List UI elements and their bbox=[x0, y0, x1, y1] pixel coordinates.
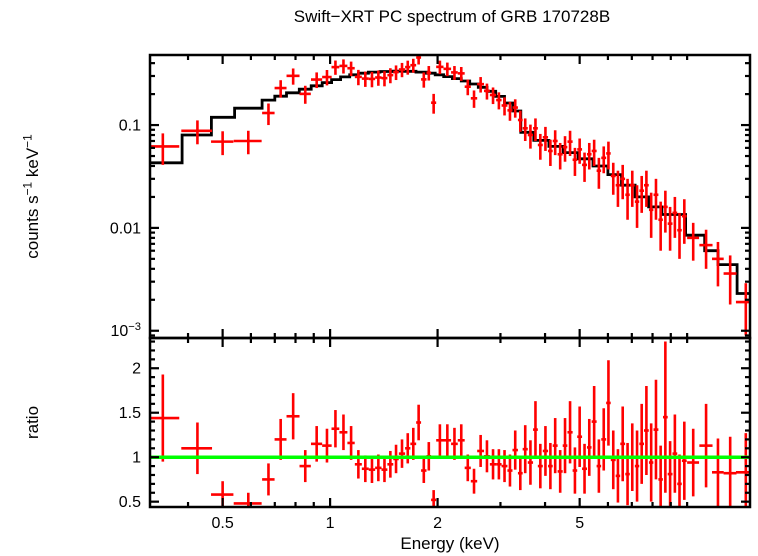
axis-ticks bbox=[150, 55, 750, 507]
x-axis-title: Energy (keV) bbox=[400, 534, 499, 553]
ratio-tick-label: 1.5 bbox=[119, 405, 141, 422]
x-tick-label: 0.5 bbox=[212, 515, 234, 532]
y-axis-title-ratio: ratio bbox=[23, 406, 42, 439]
ratio-tick-label: 0.5 bbox=[119, 494, 141, 511]
ratio-tick-label: 2 bbox=[132, 361, 141, 378]
ratio-tick-label: 1 bbox=[132, 450, 141, 467]
y-tick-label: 0.1 bbox=[119, 118, 141, 135]
x-tick-label: 1 bbox=[326, 515, 335, 532]
y-axis-title-counts: counts s−1 keV−1 bbox=[21, 134, 42, 259]
y-tick-label: 0.01 bbox=[110, 220, 141, 237]
ratio-points bbox=[150, 341, 750, 507]
y-tick-label: 10−3 bbox=[110, 321, 141, 340]
x-tick-label: 2 bbox=[433, 515, 442, 532]
chart-title: Swift−XRT PC spectrum of GRB 170728B bbox=[294, 7, 610, 26]
x-tick-label: 5 bbox=[575, 515, 584, 532]
spectrum-points bbox=[150, 55, 750, 336]
